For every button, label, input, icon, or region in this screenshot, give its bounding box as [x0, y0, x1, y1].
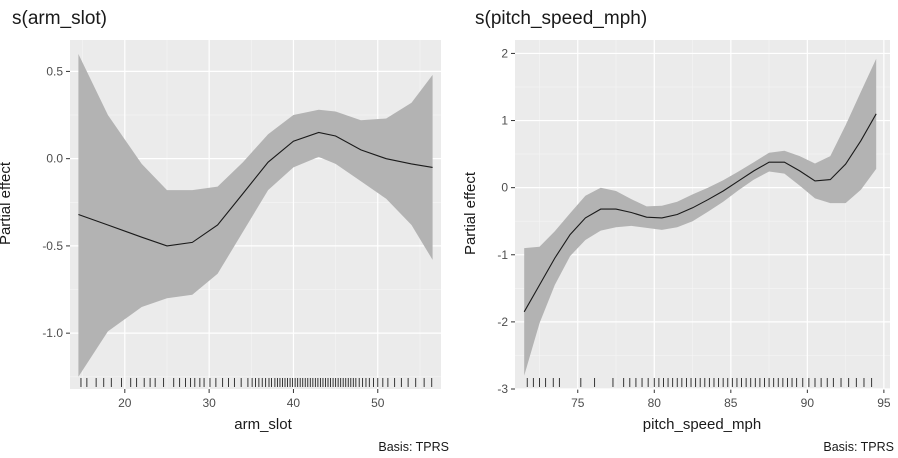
- x-tick-label: 50: [371, 396, 385, 410]
- y-tick-label: -1: [497, 248, 508, 262]
- x-tick-label: 20: [118, 396, 132, 410]
- confidence-band: [78, 54, 433, 377]
- y-tick-label: -2: [497, 315, 508, 329]
- x-axis-label: pitch_speed_mph: [642, 416, 762, 433]
- y-tick-label: -3: [497, 382, 508, 396]
- y-tick-label: -1.0: [42, 326, 63, 340]
- basis-caption: Basis: TPRS: [823, 440, 894, 454]
- x-tick-label: 40: [287, 396, 301, 410]
- y-tick-label: -0.5: [42, 239, 63, 253]
- y-tick-label: 0.0: [46, 152, 63, 166]
- smooth-line: [78, 131, 433, 247]
- x-tick-label: 80: [648, 396, 662, 410]
- x-tick-label: 30: [202, 396, 216, 410]
- y-tick-label: 1: [501, 114, 508, 128]
- confidence-band: [524, 58, 877, 376]
- x-tick-label: 95: [877, 396, 891, 410]
- chart-arm-slot: s(arm_slot) Partial effect arm_slot Basi…: [0, 8, 449, 454]
- x-axis-label: arm_slot: [234, 416, 292, 433]
- plot-area: 20 30 40 50 -1.0 -0.5 0.0 0.5: [42, 40, 441, 410]
- x-tick-label: 85: [724, 396, 738, 410]
- y-tick-label: 0: [501, 181, 508, 195]
- basis-caption: Basis: TPRS: [378, 440, 449, 454]
- smooth-line: [523, 113, 877, 313]
- chart-pitch-speed: s(pitch_speed_mph) Partial effect pitch_…: [449, 0, 898, 458]
- x-tick-label: 90: [801, 396, 815, 410]
- plot-area: 75 80 85 90 95 -3 -2 -1 0 1 2: [497, 40, 891, 410]
- chart-title: s(arm_slot): [12, 8, 108, 29]
- y-tick-label: 0.5: [46, 64, 63, 78]
- chart-title: s(pitch_speed_mph): [475, 8, 648, 29]
- y-tick-label: 2: [501, 46, 508, 60]
- x-tick-label: 75: [571, 396, 585, 410]
